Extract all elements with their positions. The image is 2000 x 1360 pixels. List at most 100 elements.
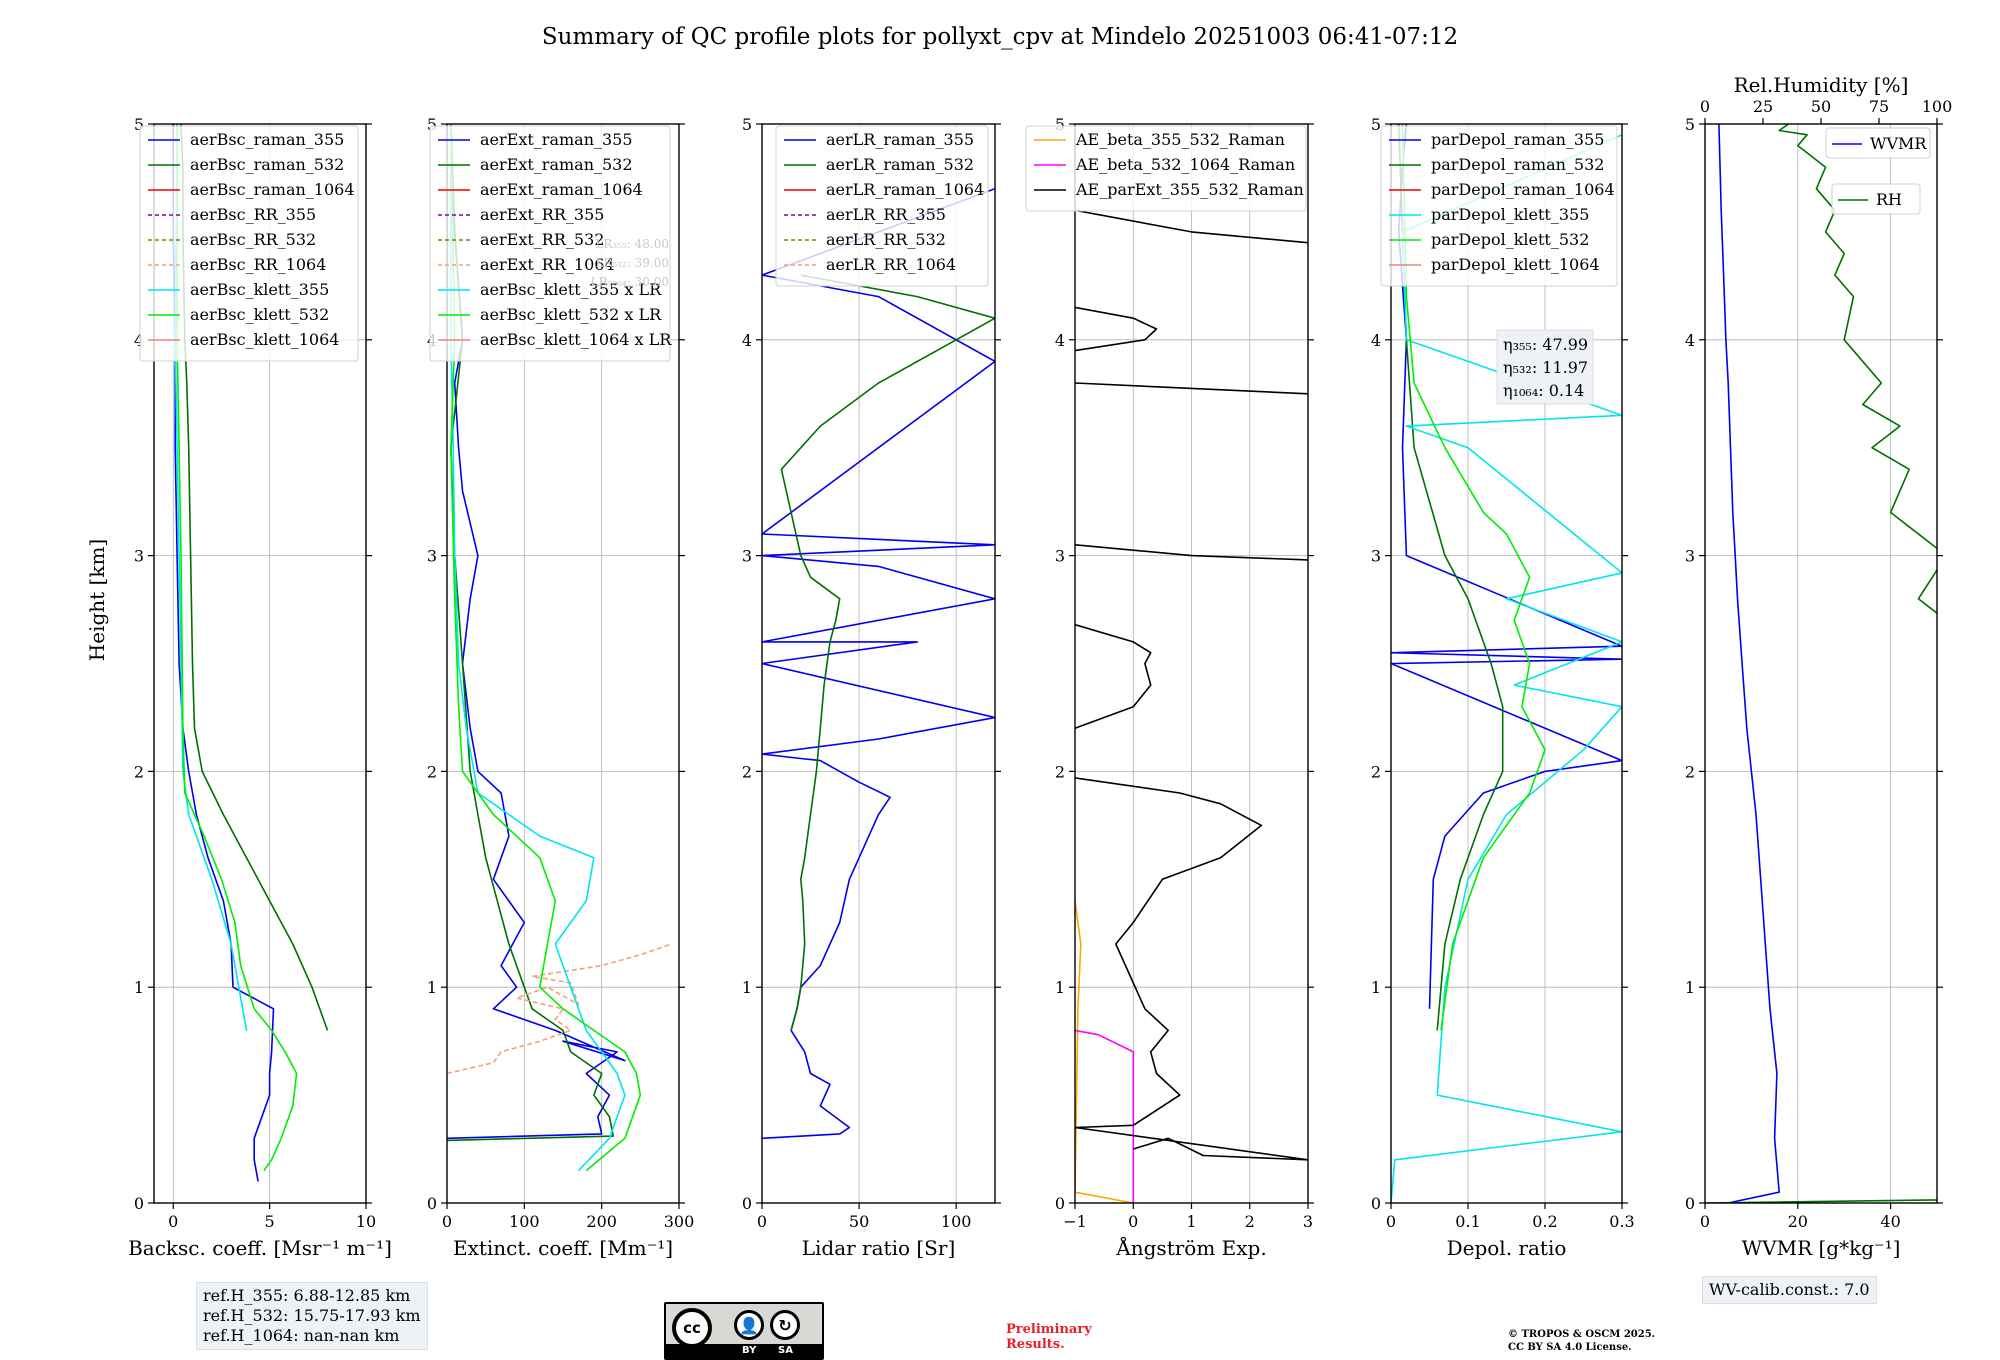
x-tick-label: 300 <box>664 1212 695 1231</box>
legend-label: aerBsc_klett_355 x LR <box>480 280 662 299</box>
legend-label: AE_beta_355_532_Raman <box>1075 130 1285 149</box>
top-x-tick-label: 75 <box>1869 97 1889 116</box>
series-line-AE_parExt_355_532_Raman <box>1075 209 1308 244</box>
series-line-AE_beta_355_532_Raman <box>1075 900 1134 1203</box>
legend-label: aerBsc_klett_532 <box>190 305 329 324</box>
y-tick-label: 2 <box>1685 762 1695 781</box>
series-group <box>762 187 995 1140</box>
wv-calib-box: WV-calib.const.: 7.0 <box>1702 1276 1877 1304</box>
legend-label: aerBsc_klett_1064 <box>190 330 339 349</box>
top-x-tick-label: 25 <box>1753 97 1773 116</box>
y-tick-label: 0 <box>427 1194 437 1213</box>
ref-height-box: ref.H_355: 6.88-12.85 km ref.H_532: 15.7… <box>196 1282 428 1350</box>
legend-label: aerBsc_raman_532 <box>190 155 344 174</box>
series-line-AE_parExt_355_532_Raman <box>1075 544 1308 561</box>
y-axis-label: Height [km] <box>85 539 109 661</box>
y-tick-label: 1 <box>1371 978 1381 997</box>
legend-label: AE_beta_532_1064_Raman <box>1075 155 1295 174</box>
eta-annotation: η₁₀₆₄: 0.14 <box>1503 381 1584 400</box>
top-x-tick-label: 100 <box>1922 97 1953 116</box>
legend-box <box>1025 125 1307 212</box>
ref-height-1064: ref.H_1064: nan-nan km <box>203 1326 400 1345</box>
y-tick-label: 3 <box>134 547 144 566</box>
sa-share-icon: ↻ <box>770 1310 800 1340</box>
preliminary-line-2: Results. <box>1006 1337 1065 1352</box>
legend-label: parDepol_klett_532 <box>1431 230 1589 249</box>
series-line-aerBsc_klett_532 x LR <box>450 124 642 1172</box>
y-tick-label: 2 <box>1371 762 1381 781</box>
panel-ext: 0100200300012345Extinct. coeff. [Mm⁻¹]ae… <box>427 115 694 1260</box>
legend-label: aerExt_RR_1064 <box>480 255 615 274</box>
legend-label: WVMR <box>1870 134 1927 153</box>
legend-label: AE_parExt_355_532_Raman <box>1075 180 1304 199</box>
x-tick-label: 0 <box>442 1212 452 1231</box>
legend-label: aerBsc_klett_1064 x LR <box>480 330 672 349</box>
y-tick-label: 0 <box>1055 1194 1065 1213</box>
panel-depol: 0 0.1 0.2 0.3 0 1 2 3 4 5 Depol. ratio parDepol_ram… <box>1371 115 1635 1260</box>
y-tick-label: 2 <box>427 762 437 781</box>
panel-bsc: 0 5 10 0 1 2 3 4 5 Backsc. coeff. [Msr⁻¹ m⁻¹] aerB… <box>128 115 392 1260</box>
x-tick-label: 0 <box>1386 1212 1396 1231</box>
series-line-aerBsc_raman_355 <box>172 124 275 1182</box>
legend-box <box>1825 127 1931 159</box>
legend-label: parDepol_raman_532 <box>1431 155 1604 174</box>
x-tick-label: 0 <box>168 1212 178 1231</box>
series-line-AE_beta_532_1064_Raman <box>1075 1029 1135 1203</box>
legend-label: aerLR_raman_355 <box>826 130 974 149</box>
legend-label: aerExt_raman_355 <box>480 130 633 149</box>
y-tick-label: 5 <box>1055 115 1065 134</box>
series-line-aerBsc_klett_355 x LR <box>450 124 626 1172</box>
y-tick-label: 0 <box>742 1194 752 1213</box>
x-tick-label: 0.3 <box>1609 1212 1634 1231</box>
y-tick-label: 0 <box>1685 1194 1695 1213</box>
y-tick-label: 1 <box>742 978 752 997</box>
series-line-aerBsc_klett_355 <box>174 124 248 1032</box>
legend-label: parDepol_klett_1064 <box>1431 255 1600 274</box>
x-axis-label: Lidar ratio [Sr] <box>802 1236 956 1260</box>
axes-frame <box>761 123 996 1204</box>
y-tick-label: 5 <box>742 115 752 134</box>
series-line-RH <box>1705 124 1937 1203</box>
by-label: BY <box>742 1345 757 1356</box>
legend-label: aerExt_raman_532 <box>480 155 633 174</box>
series-line-aerExt_raman_355 <box>447 124 626 1140</box>
lr-annotation: LR₅₃₂: 39.00 <box>595 256 669 270</box>
legend-label: aerLR_raman_1064 <box>826 180 984 199</box>
preliminary-line-1: Preliminary <box>1006 1322 1092 1337</box>
x-tick-label: 0.2 <box>1532 1212 1557 1231</box>
x-tick-label: 0 <box>1128 1212 1138 1231</box>
series-group <box>447 124 672 1172</box>
legend-label: aerBsc_RR_355 <box>190 205 316 224</box>
figure-title: Summary of QC profile plots for pollyxt_… <box>542 24 1458 50</box>
x-tick-label: 3 <box>1303 1212 1313 1231</box>
legend-label: aerLR_RR_532 <box>826 230 946 249</box>
series-group <box>1075 209 1308 1203</box>
ref-height-532: ref.H_532: 15.75-17.93 km <box>203 1306 421 1325</box>
legend-label: aerBsc_klett_355 <box>190 280 329 299</box>
y-tick-label: 5 <box>134 115 144 134</box>
legend-label: aerLR_RR_355 <box>826 205 946 224</box>
series-line-aerBsc_klett_532 <box>176 124 298 1172</box>
axes-frame <box>446 123 680 1204</box>
y-tick-label: 1 <box>1685 978 1695 997</box>
x-tick-label: 10 <box>356 1212 376 1231</box>
preliminary-note: Preliminary Results. <box>1006 1322 1092 1352</box>
x-axis-label: Ångström Exp. <box>1115 1235 1266 1260</box>
copyright-line-1: © TROPOS & OSCM 2025. <box>1508 1329 1656 1340</box>
y-tick-label: 3 <box>1371 547 1381 566</box>
x-tick-label: −1 <box>1063 1212 1087 1231</box>
eta-annotation: η₃₅₅: 47.99 <box>1503 335 1588 354</box>
panel-lr: 0 50 100 0 1 2 3 4 5 Lidar ratio [Sr] aerLR_raman_… <box>742 115 1001 1260</box>
x-axis-label: Extinct. coeff. [Mm⁻¹] <box>453 1236 673 1260</box>
y-tick-label: 4 <box>1685 331 1695 350</box>
legend-label: parDepol_klett_355 <box>1431 205 1589 224</box>
y-tick-label: 4 <box>1055 331 1065 350</box>
eta-annotation: η₅₃₂: 11.97 <box>1503 358 1588 377</box>
by-person-icon: 👤 <box>734 1310 764 1340</box>
legend-label: aerBsc_raman_355 <box>190 130 344 149</box>
legend-label: aerExt_raman_1064 <box>480 180 643 199</box>
legend-box <box>1380 125 1618 287</box>
copyright-note: © TROPOS & OSCM 2025. CC BY SA 4.0 Licen… <box>1508 1328 1655 1354</box>
